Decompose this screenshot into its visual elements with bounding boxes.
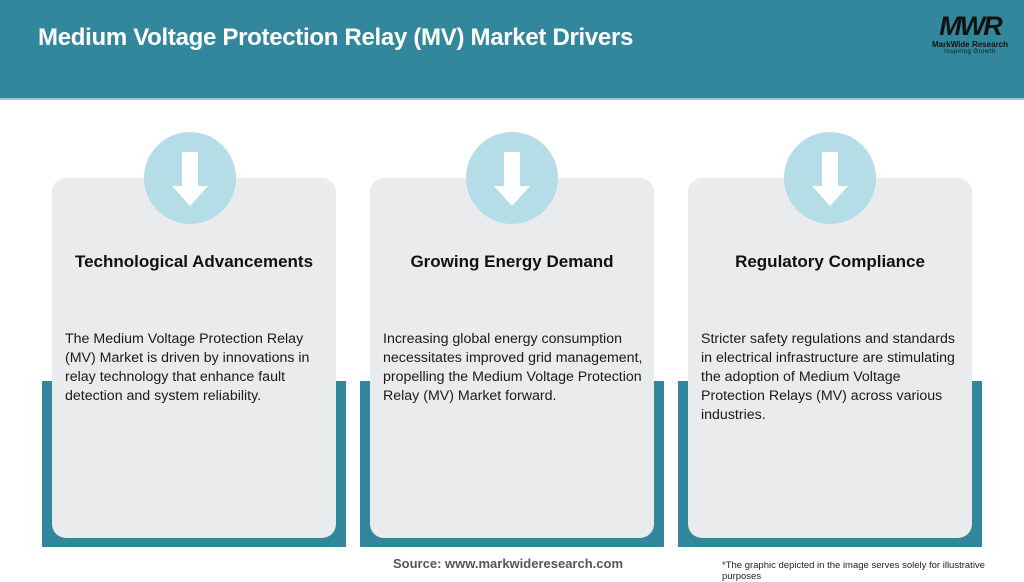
- card-title: Growing Energy Demand: [410, 252, 614, 271]
- logo-name: MarkWide Research: [932, 40, 1008, 49]
- arrow-down-icon: [144, 132, 236, 224]
- arrow-down-icon: [784, 132, 876, 224]
- card-title: Technological Advancements: [74, 252, 314, 271]
- card-text: The Medium Voltage Protection Relay (MV)…: [65, 331, 310, 404]
- arrow-down-icon: [466, 132, 558, 224]
- markwide-logo: MWR MarkWide Research Inspiring Growth: [924, 12, 1016, 56]
- header-banner: Medium Voltage Protection Relay (MV) Mar…: [0, 0, 1024, 100]
- disclaimer-note: *The graphic depicted in the image serve…: [722, 560, 985, 582]
- card-text: Stricter safety regulations and standard…: [701, 331, 955, 423]
- driver-card: Technological Advancements The Medium Vo…: [52, 178, 336, 538]
- logo-mark: MWR: [939, 11, 1002, 41]
- card-title: Regulatory Compliance: [735, 252, 925, 271]
- driver-card: Growing Energy Demand Increasing global …: [370, 178, 654, 538]
- logo-tagline: Inspiring Growth: [944, 49, 996, 55]
- card-text: Increasing global energy consumption nec…: [383, 331, 643, 404]
- driver-card: Regulatory Compliance Stricter safety re…: [688, 178, 972, 538]
- page-title: Medium Voltage Protection Relay (MV) Mar…: [38, 24, 634, 51]
- source-text: Source: www.markwideresearch.com: [393, 556, 624, 571]
